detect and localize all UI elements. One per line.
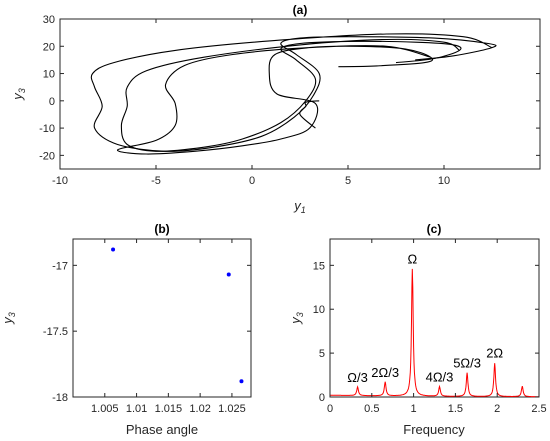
panel-c-x-axis-label: Frequency xyxy=(403,422,465,437)
panel-c-title: (c) xyxy=(427,222,442,236)
y-tick-label: 5 xyxy=(319,348,325,360)
x-tick-label: 2 xyxy=(494,403,500,415)
y-tick-label: 10 xyxy=(313,304,325,316)
panel-b: (b) 1.005 1.01 1.015 1.02 1.025 -18-17.5-17 … xyxy=(0,222,252,437)
panel-b-frame xyxy=(72,238,252,398)
x-tick-label: 5 xyxy=(345,175,351,187)
panel-b-title: (b) xyxy=(154,222,169,236)
x-tick-label: 1.5 xyxy=(448,403,463,415)
poincare-point xyxy=(111,247,116,252)
panel-a: (a) -10 -5 0 5 10 -20 -10 0 10 20 30 y1 y3 xyxy=(10,3,541,215)
x-tick-label: 0.5 xyxy=(364,403,379,415)
y-tick-label: -17 xyxy=(52,260,68,272)
panel-c-plot-area xyxy=(330,268,539,398)
panel-c: (c) 0 0.5 1 1.5 2 2.5 0 5 10 15 Ω/3 2Ω/3 Ω 4Ω/35Ω/3… xyxy=(288,222,547,437)
x-tick-label: 0 xyxy=(327,403,333,415)
y-tick-label: 30 xyxy=(43,14,55,26)
trajectory-line-4 xyxy=(299,100,320,129)
panel-b-x-axis-label: Phase angle xyxy=(126,422,198,437)
spectrum-line xyxy=(330,268,539,398)
trajectory-line-3 xyxy=(117,45,434,155)
x-tick-label: 1.02 xyxy=(189,403,210,415)
y-tick-label: 0 xyxy=(319,392,325,404)
poincare-point xyxy=(226,272,231,277)
x-tick-label: 1.025 xyxy=(218,403,246,415)
panel-c-peak-labels: Ω/3 2Ω/3 Ω 4Ω/35Ω/3 2Ω xyxy=(347,252,503,386)
y-tick-label: 10 xyxy=(43,69,55,81)
panel-a-x-axis-label: y1 xyxy=(293,198,306,215)
x-tick-label: 1.015 xyxy=(155,403,183,415)
peak-label: Ω xyxy=(407,252,417,267)
panel-a-y-axis-label: y3 xyxy=(10,88,27,101)
panel-b-y-axis-label: y3 xyxy=(0,312,17,325)
y-tick-label: 20 xyxy=(43,41,55,53)
panel-a-plot-area xyxy=(90,33,497,155)
y-tick-label: 0 xyxy=(49,96,55,108)
x-tick-label: -5 xyxy=(151,175,161,187)
x-tick-label: -10 xyxy=(52,175,68,187)
y-tick-label: -17.5 xyxy=(43,326,68,338)
peak-label: 2Ω xyxy=(486,346,503,361)
peak-label: 4Ω/3 xyxy=(426,369,454,384)
x-tick-label: 0 xyxy=(249,175,255,187)
panel-c-y-axis-label: y3 xyxy=(288,312,305,325)
x-tick-label: 1.01 xyxy=(126,403,147,415)
x-tick-label: 2.5 xyxy=(531,403,546,415)
x-tick-label: 1.005 xyxy=(91,403,119,415)
panel-a-x-ticks: -10 -5 0 5 10 xyxy=(52,19,450,187)
panel-b-y-ticks: -18 -17.5 -17 xyxy=(43,260,251,404)
panel-a-title: (a) xyxy=(293,3,308,17)
y-tick-label: -18 xyxy=(52,392,68,404)
panel-b-x-ticks: 1.005 1.01 1.015 1.02 1.025 xyxy=(91,239,246,415)
panel-c-frame xyxy=(329,238,540,398)
x-tick-label: 1 xyxy=(411,403,417,415)
panel-a-y-ticks: -20 -10 0 10 20 30 xyxy=(39,14,540,162)
peak-label: Ω/3 xyxy=(347,370,368,385)
poincare-point xyxy=(239,379,244,384)
y-tick-label: -10 xyxy=(39,123,55,135)
trajectory-line-1 xyxy=(90,33,497,152)
panel-b-plot-area xyxy=(111,247,244,384)
y-tick-label: 15 xyxy=(313,260,325,272)
y-tick-label: -20 xyxy=(39,150,55,162)
x-tick-label: 10 xyxy=(438,175,450,187)
peak-label: 5Ω/3 xyxy=(453,355,481,370)
trajectory-line-2 xyxy=(120,38,462,152)
panel-c-y-ticks: 0 5 10 15 xyxy=(313,260,539,404)
panel-c-x-ticks: 0 0.5 1 1.5 2 2.5 xyxy=(327,239,547,415)
peak-label: 2Ω/3 xyxy=(371,365,399,380)
